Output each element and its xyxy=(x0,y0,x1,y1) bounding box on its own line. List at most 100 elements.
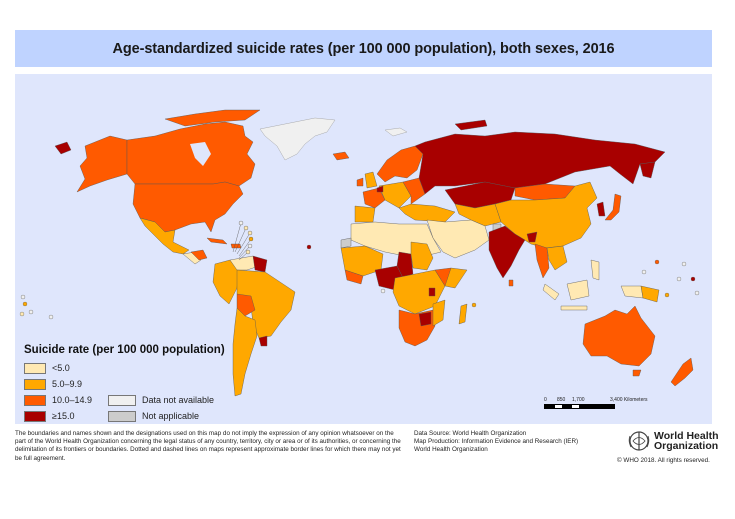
region-bolivia xyxy=(236,293,256,317)
island-marker xyxy=(380,288,386,294)
island-marker xyxy=(664,292,670,298)
island-marker xyxy=(48,314,54,320)
region-uganda xyxy=(428,287,436,297)
legend: Suicide rate (per 100 000 population) <5… xyxy=(24,344,225,424)
island-marker xyxy=(20,294,26,300)
legend-swatch-5-9 xyxy=(24,378,46,390)
region-iceland xyxy=(332,151,350,161)
region-svalbard xyxy=(384,127,408,137)
island-marker xyxy=(641,269,647,275)
island-marker xyxy=(654,259,660,265)
who-logo: World Health Organization xyxy=(627,430,719,452)
region-philippines xyxy=(590,259,600,281)
legend-label: 5.0–9.9 xyxy=(52,379,83,389)
who-name-line2: Organization xyxy=(654,440,719,452)
scale-label-850: 850 xyxy=(557,397,566,403)
legend-swatch-not-applicable xyxy=(108,410,136,422)
region-cuba xyxy=(206,237,228,245)
map-title: Age-standardized suicide rates (per 100 … xyxy=(112,40,615,57)
legend-label: <5.0 xyxy=(52,363,70,373)
region-iberia xyxy=(354,205,376,223)
region-australia xyxy=(582,305,656,367)
region-uruguay xyxy=(258,335,268,347)
region-hispaniola xyxy=(230,243,242,249)
island-marker xyxy=(681,261,687,267)
scale-label-0: 0 xyxy=(544,397,547,403)
scale-label-3400: 3,400 Kilometers xyxy=(610,397,648,403)
region-east-siberia-tip xyxy=(54,141,72,155)
region-india xyxy=(488,225,526,279)
scale-track xyxy=(544,404,615,409)
region-borneo xyxy=(566,279,590,301)
region-mexico xyxy=(139,217,190,255)
region-malaysia-sumatra xyxy=(542,283,560,301)
region-guyana xyxy=(252,255,268,273)
region-united-kingdom xyxy=(364,171,378,189)
data-source: Data Source: World Health Organization M… xyxy=(414,430,578,455)
legend-row: <5.0 xyxy=(24,360,225,376)
region-central-europe xyxy=(378,181,412,209)
who-emblem-icon xyxy=(628,431,650,451)
region-france xyxy=(362,187,386,209)
region-japan xyxy=(604,193,622,221)
region-balkans-turkey xyxy=(398,203,456,223)
region-middle-east xyxy=(426,219,490,259)
region-ireland xyxy=(356,177,364,187)
region-belgium xyxy=(376,185,384,193)
legend-title: Suicide rate (per 100 000 population) xyxy=(24,344,225,356)
scale-label-1700: 1,700 xyxy=(572,397,585,403)
scale-bar: 0 850 1,700 3,400 Kilometers xyxy=(544,397,684,409)
region-scandinavia xyxy=(376,145,424,183)
region-madagascar xyxy=(458,303,468,325)
region-java xyxy=(560,305,588,311)
source-line: World Health Organization xyxy=(414,446,488,454)
island-marker xyxy=(19,311,25,317)
map-area: 0 850 1,700 3,400 Kilometers xyxy=(15,74,712,424)
island-marker xyxy=(690,276,696,282)
region-horn-of-africa xyxy=(444,267,468,289)
region-korea xyxy=(596,201,606,217)
legend-label: Data not available xyxy=(142,395,215,405)
region-sri-lanka xyxy=(508,279,514,287)
region-western-sahara xyxy=(340,237,352,249)
legend-label: 10.0–14.9 xyxy=(52,395,93,405)
legend-label: Not applicable xyxy=(142,411,200,421)
region-hudson-bay xyxy=(190,142,211,166)
disclaimer-text: The boundaries and names shown and the d… xyxy=(15,430,401,462)
island-marker xyxy=(676,276,682,282)
legend-row: ≥15.0 Not applicable xyxy=(24,408,225,424)
region-mozambique xyxy=(432,299,446,327)
world-map xyxy=(19,109,700,397)
island-marker xyxy=(471,302,477,308)
region-papua-new-guinea xyxy=(640,285,660,303)
region-venezuela xyxy=(229,255,260,271)
region-alaska xyxy=(76,135,128,193)
region-tasmania xyxy=(632,369,642,377)
source-line: Data Source: World Health Organization xyxy=(414,430,527,437)
copyright: © WHO 2018. All rights reserved. xyxy=(617,457,710,464)
island-marker xyxy=(22,301,28,307)
region-sudan-libya xyxy=(410,241,434,271)
region-eastern-europe xyxy=(402,177,426,205)
island-marker xyxy=(28,309,34,315)
region-northeast-india xyxy=(526,231,538,243)
caribbean-callouts xyxy=(232,220,254,261)
region-greenland xyxy=(259,117,336,161)
region-new-zealand xyxy=(670,357,694,387)
legend-row: 5.0–9.9 xyxy=(24,376,225,392)
region-zimbabwe xyxy=(418,311,432,327)
legend-label: ≥15.0 xyxy=(52,411,75,421)
region-canada xyxy=(126,121,256,187)
legend-swatch-ge15 xyxy=(24,410,46,422)
region-canada-arctic xyxy=(164,109,261,127)
region-west-africa-coast xyxy=(344,269,364,285)
region-indochina xyxy=(546,245,568,271)
title-bar: Age-standardized suicide rates (per 100 … xyxy=(15,30,712,67)
region-new-guinea-west xyxy=(620,285,644,299)
island-marker-cape-verde xyxy=(306,244,312,250)
legend-row: 10.0–14.9 Data not available xyxy=(24,392,225,408)
region-kamchatka xyxy=(639,161,656,179)
region-russia xyxy=(414,131,666,195)
region-novaya-zemlya xyxy=(454,119,488,131)
who-name: World Health Organization xyxy=(654,431,719,452)
